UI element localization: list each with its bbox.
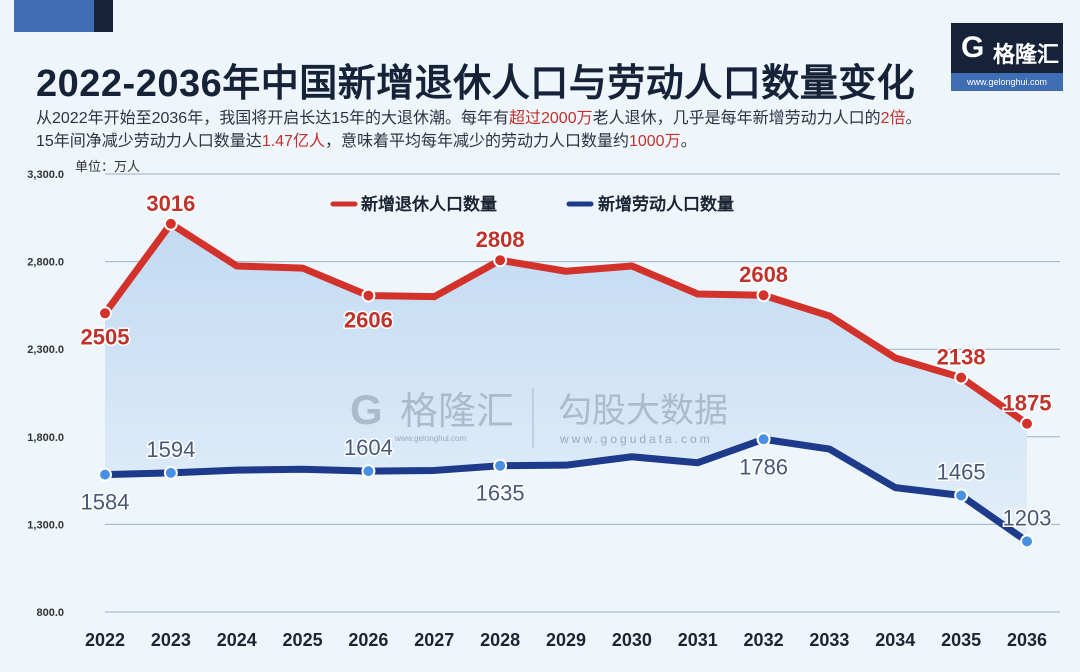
data-point (163, 216, 178, 231)
subtitle-text: ，意味着平均每年减少的劳动力人口数量约 (324, 133, 629, 150)
x-tick-label: 2026 (348, 630, 388, 650)
highlight-text: 超过2000万 (509, 110, 593, 127)
area-between-series (105, 223, 1027, 542)
highlight-text: 2倍 (880, 110, 906, 127)
x-tick-label: 2032 (744, 630, 784, 650)
data-point (361, 288, 376, 303)
y-tick-label: 800.0 (36, 607, 64, 619)
watermark-brand-2: 勾股大数据 (558, 392, 728, 430)
data-point (361, 464, 376, 479)
data-point (756, 432, 771, 447)
subtitle-line-1: 从2022年开始至2036年，我国将开启长达15年的大退休潮。每年有超过2000… (36, 104, 922, 128)
data-label: 2606 (344, 308, 393, 333)
data-point (1020, 534, 1034, 549)
watermark-brand: 格隆汇 (400, 391, 514, 433)
x-tick-label: 2025 (283, 630, 323, 650)
x-tick-label: 2029 (546, 630, 586, 650)
subtitle-text: 老人退休，几乎是每年新增劳动力人口的 (592, 110, 881, 127)
logo-name: 格隆汇 (993, 42, 1060, 67)
data-point (954, 488, 969, 503)
data-label: 2505 (81, 324, 130, 349)
y-tick-label: 1,300.0 (27, 519, 64, 531)
data-label: 2808 (476, 227, 525, 252)
subtitle-text: 15年间净减少劳动力人口数量达 (36, 133, 262, 150)
data-label: 1584 (81, 490, 130, 515)
x-tick-label: 2027 (414, 630, 454, 650)
data-label: 1465 (937, 459, 986, 484)
decor-block (14, 0, 94, 32)
data-point (954, 370, 969, 385)
x-tick-label: 2034 (875, 630, 915, 650)
data-label: 1594 (146, 437, 195, 462)
series-line-retire (102, 220, 1030, 427)
data-point (98, 467, 112, 482)
data-point (1020, 416, 1034, 431)
legend-label-retire: 新增退休人口数量 (361, 194, 497, 214)
series-line-labor (104, 435, 1030, 545)
subtitle-text: 。 (905, 110, 922, 127)
y-tick-label: 2,800.0 (27, 257, 64, 269)
x-tick-label: 2030 (612, 630, 652, 650)
chart-title: 2022-2036年中国新增退休人口与劳动人口数量变化 (36, 63, 916, 105)
x-tick-label: 2023 (151, 630, 191, 650)
x-tick-label: 2036 (1007, 630, 1047, 650)
data-point (493, 253, 508, 268)
unit-label: 单位：万人 (75, 159, 141, 174)
highlight-text: 1.47亿人 (261, 133, 325, 150)
data-point (98, 306, 112, 321)
y-tick-label: 1,800.0 (27, 432, 64, 444)
x-tick-label: 2022 (85, 630, 125, 650)
data-point (163, 465, 178, 480)
watermark-url: www.gelonghui.com (394, 434, 466, 443)
data-point (756, 288, 771, 303)
data-label: 1875 (1003, 391, 1052, 416)
logo-g-icon: G (961, 31, 985, 64)
watermark-url-2: www.gogudata.com (559, 432, 713, 446)
x-tick-label: 2035 (941, 630, 981, 650)
data-label: 2608 (739, 262, 788, 287)
data-label: 1203 (1003, 505, 1052, 530)
y-tick-label: 3,300.0 (27, 169, 64, 181)
decor-block-dark (94, 0, 113, 32)
watermark-g-icon: G (350, 386, 383, 433)
gelonghui-logo: G 格隆汇 www.gelonghui.com (951, 23, 1063, 91)
data-label: 1604 (344, 435, 393, 460)
data-label: 1635 (476, 481, 525, 506)
x-tick-label: 2024 (217, 630, 257, 650)
subtitle-text: 从2022年开始至2036年，我国将开启长达15年的大退休潮。每年有 (36, 110, 509, 127)
y-tick-label: 2,300.0 (27, 344, 64, 356)
data-label: 2138 (937, 345, 986, 370)
logo-url: www.gelonghui.com (951, 73, 1063, 91)
x-tick-label: 2028 (480, 630, 520, 650)
x-tick-label: 2033 (809, 630, 849, 650)
data-point (493, 458, 508, 473)
data-label: 1786 (739, 454, 788, 479)
subtitle-text: 。 (680, 133, 697, 150)
data-label: 3016 (146, 191, 195, 216)
legend-label-labor: 新增劳动人口数量 (598, 194, 734, 214)
highlight-text: 1000万 (628, 133, 681, 150)
x-tick-label: 2031 (678, 630, 718, 650)
subtitle-line-2: 15年间净减少劳动力人口数量达1.47亿人，意味着平均每年减少的劳动力人口数量约… (36, 127, 697, 151)
